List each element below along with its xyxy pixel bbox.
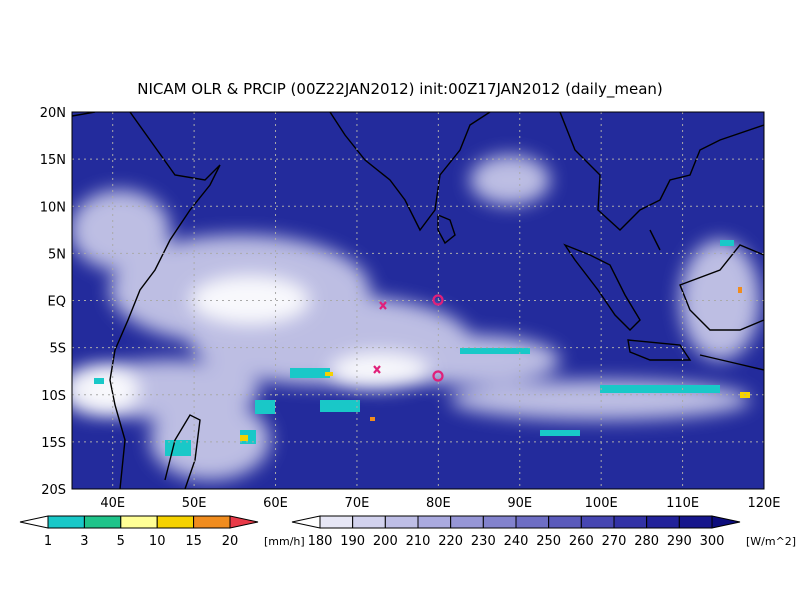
storm-markers <box>373 294 444 382</box>
colorbar-unit: [mm/h] <box>264 535 305 548</box>
colorbar-label: 260 <box>569 534 594 549</box>
colorbar-box <box>548 515 582 529</box>
colorbar-box <box>319 515 354 529</box>
colorbar-label: 20 <box>222 534 239 549</box>
colorbar-label: 3 <box>80 534 88 549</box>
lat-label: 15S <box>41 436 66 451</box>
colorbar-box <box>482 515 517 529</box>
colorbar-box <box>450 515 484 529</box>
colorbar-box <box>156 515 195 529</box>
graticule <box>72 112 764 489</box>
lon-label: 70E <box>345 496 370 511</box>
colorbar-unit: [W/m^2] <box>746 535 796 548</box>
lat-label: 5S <box>49 342 66 357</box>
colorbar-box <box>417 515 452 529</box>
lat-label: EQ <box>48 295 66 310</box>
map-title: NICAM OLR & PRCIP (00Z22JAN2012) init:00… <box>137 80 663 99</box>
colorbar-box <box>83 515 122 529</box>
colorbar-triangle <box>19 515 49 529</box>
colorbar-triangle <box>229 515 259 529</box>
lon-label: 120E <box>747 496 780 511</box>
cloud-field <box>72 155 760 480</box>
colorbar-box <box>47 515 85 529</box>
colorbar-label: 190 <box>340 534 365 549</box>
lat-label: 10N <box>40 200 66 215</box>
colorbar-label: 230 <box>471 534 496 549</box>
map-frame <box>71 111 765 490</box>
axis-labels: 40E 50E 60E 70E 80E 90E 100E 110E 120E 20N 15N 10N 5… <box>40 106 781 511</box>
colorbar-box <box>384 515 419 529</box>
colorbar-box <box>193 515 231 529</box>
colorbar-label: 300 <box>700 534 725 549</box>
colorbar-box <box>352 515 386 529</box>
lon-label: 60E <box>263 496 288 511</box>
lat-label: 20N <box>40 106 66 121</box>
lat-label: 5N <box>48 247 66 262</box>
colorbar-box <box>120 515 158 529</box>
lon-label: 90E <box>507 496 532 511</box>
lon-label: 110E <box>666 496 699 511</box>
colorbar-triangle <box>291 515 321 529</box>
colorbar-label: 1 <box>44 534 52 549</box>
colorbar-box <box>580 515 615 529</box>
colorbar-box <box>646 515 680 529</box>
colorbar-label: 5 <box>117 534 125 549</box>
colorbar-label: 270 <box>602 534 627 549</box>
colorbar-label: 210 <box>406 534 431 549</box>
lat-label: 15N <box>40 153 66 168</box>
lon-label: 40E <box>100 496 125 511</box>
lon-label: 50E <box>182 496 207 511</box>
coastlines <box>72 112 764 489</box>
colorbar-box <box>515 515 550 529</box>
lon-label: 80E <box>426 496 451 511</box>
colorbar-label: 10 <box>149 534 166 549</box>
lat-label: 10S <box>41 389 66 404</box>
colorbars: 1 3 5 10 15 20 [mm/h] 180 190 200 210 220 230 240 250 2… <box>19 515 796 549</box>
lon-label: 100E <box>585 496 618 511</box>
colorbar-label: 290 <box>667 534 692 549</box>
colorbar-label: 280 <box>634 534 659 549</box>
colorbar-label: 240 <box>504 534 529 549</box>
colorbar-label: 200 <box>373 534 398 549</box>
colorbar-box <box>678 515 713 529</box>
colorbar-triangle <box>711 515 741 529</box>
colorbar-label: 220 <box>438 534 463 549</box>
colorbar-label: 15 <box>185 534 202 549</box>
lat-label: 20S <box>41 483 66 498</box>
colorbar-label: 250 <box>536 534 561 549</box>
colorbar-box <box>613 515 648 529</box>
colorbar-label: 180 <box>308 534 333 549</box>
